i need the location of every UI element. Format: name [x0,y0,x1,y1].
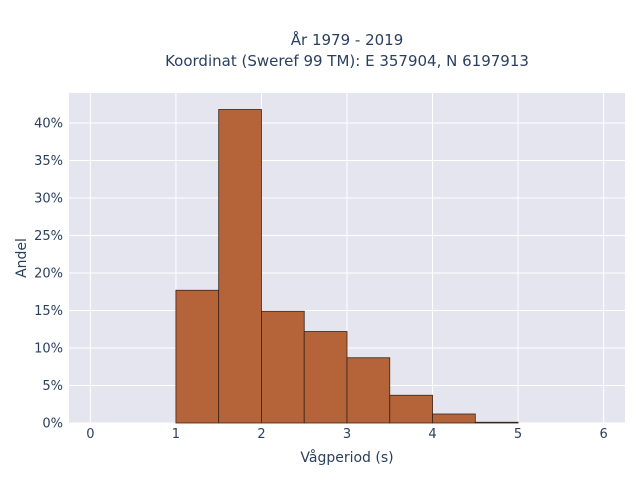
y-tick-label: 40% [34,117,63,132]
histogram-bar [389,394,433,424]
y-tick-label: 15% [34,304,63,319]
x-tick-label: 2 [257,427,265,442]
x-tick-label: 5 [514,427,522,442]
x-tick-label: 4 [428,427,436,442]
y-tick-label: 5% [42,379,63,394]
x-tick-label: 6 [599,427,607,442]
bars [175,109,519,424]
histogram-bar [346,357,391,424]
x-tick-label: 1 [172,427,180,442]
chart-title-line1: År 1979 - 2019 [291,30,404,49]
x-tick-label: 0 [86,427,94,442]
y-tick-label: 30% [34,192,63,207]
y-tick-label: 25% [34,229,63,244]
histogram-bar [218,109,262,424]
y-axis-title: Andel [14,238,30,278]
histogram-bar [175,289,220,424]
y-tick-label: 0% [42,417,63,432]
x-axis-title: Vågperiod (s) [300,449,393,466]
y-tick-label: 10% [34,342,63,357]
x-tick-label: 3 [343,427,351,442]
histogram-bar [474,421,519,424]
y-tick-label: 35% [34,154,63,169]
chart-title-line2: Koordinat (Sweref 99 TM): E 357904, N 61… [165,52,529,70]
histogram-bar [303,331,348,424]
histogram-bar [261,310,305,424]
histogram-bar [432,413,476,424]
y-tick-label: 20% [34,267,63,282]
y-tick-labels: 0% 5% 10% 15% 20% 25% 30% 35% 40% [34,117,63,432]
x-tick-labels: 0 1 2 3 4 5 6 [86,427,608,442]
